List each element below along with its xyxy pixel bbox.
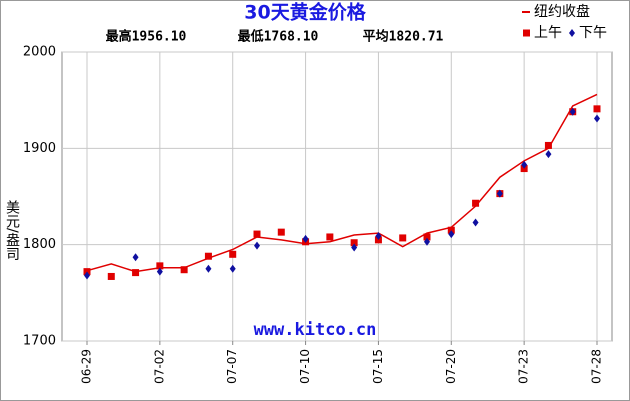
pm-marker xyxy=(205,264,212,273)
am-marker xyxy=(107,272,115,280)
pm-marker xyxy=(594,114,600,123)
pm-marker xyxy=(351,243,358,252)
am-marker xyxy=(253,230,261,238)
chart-title: 30天黄金价格 xyxy=(244,1,366,24)
am-marker xyxy=(472,199,480,207)
y-tick-label: 2000 xyxy=(23,45,56,60)
am-marker xyxy=(350,239,358,247)
stat-high: 最高1956.10 xyxy=(106,29,187,45)
y-tick-label: 1800 xyxy=(23,237,56,252)
am-marker xyxy=(277,228,285,236)
y-tick-label: 1700 xyxy=(23,334,56,349)
stat-low: 最低1768.10 xyxy=(238,29,319,45)
am-marker xyxy=(132,269,140,277)
pm-marker xyxy=(229,264,236,273)
pm-marker xyxy=(424,237,430,246)
am-marker xyxy=(204,252,212,260)
pm-marker xyxy=(448,230,455,239)
x-tick-label: 07-07 xyxy=(225,349,239,384)
legend-swatch xyxy=(523,29,530,37)
pm-marker xyxy=(254,241,260,250)
pm-marker xyxy=(132,253,139,262)
pm-marker xyxy=(569,107,576,116)
am-marker xyxy=(423,233,431,241)
y-tick-label: 1900 xyxy=(23,141,56,156)
pm-marker xyxy=(375,231,382,240)
x-tick-label: 06-29 xyxy=(80,349,94,384)
pm-marker xyxy=(472,218,479,227)
plot-area xyxy=(61,51,613,342)
x-tick-label: 07-15 xyxy=(371,349,385,384)
pm-marker xyxy=(156,267,163,276)
am-marker xyxy=(229,250,237,258)
x-tick-label: 07-28 xyxy=(590,349,604,384)
am-marker xyxy=(180,266,188,274)
pm-marker xyxy=(521,160,528,169)
watermark: www.kitco.cn xyxy=(254,320,377,340)
x-tick-label: 07-20 xyxy=(444,349,458,384)
stat-avg: 平均1820.71 xyxy=(363,29,444,45)
am-marker xyxy=(156,262,164,270)
am-marker xyxy=(326,233,334,241)
pm-marker xyxy=(84,271,90,280)
y-axis-label: 美元/盎司 xyxy=(4,200,20,261)
x-tick-label: 07-23 xyxy=(517,349,531,384)
pm-marker xyxy=(496,189,503,198)
am-marker xyxy=(544,141,552,149)
legend-label: 纽约收盘 xyxy=(534,3,590,20)
x-tick-label: 07-02 xyxy=(152,349,166,384)
legend-label: 上午 xyxy=(534,25,562,41)
legend-label: 下午 xyxy=(579,25,607,41)
close-line xyxy=(86,93,598,273)
legend-swatch xyxy=(569,29,575,37)
x-tick-label: 07-10 xyxy=(298,349,312,384)
am-marker xyxy=(593,105,601,113)
pm-marker xyxy=(302,234,309,243)
pm-marker xyxy=(545,150,552,159)
am-marker xyxy=(399,234,407,242)
